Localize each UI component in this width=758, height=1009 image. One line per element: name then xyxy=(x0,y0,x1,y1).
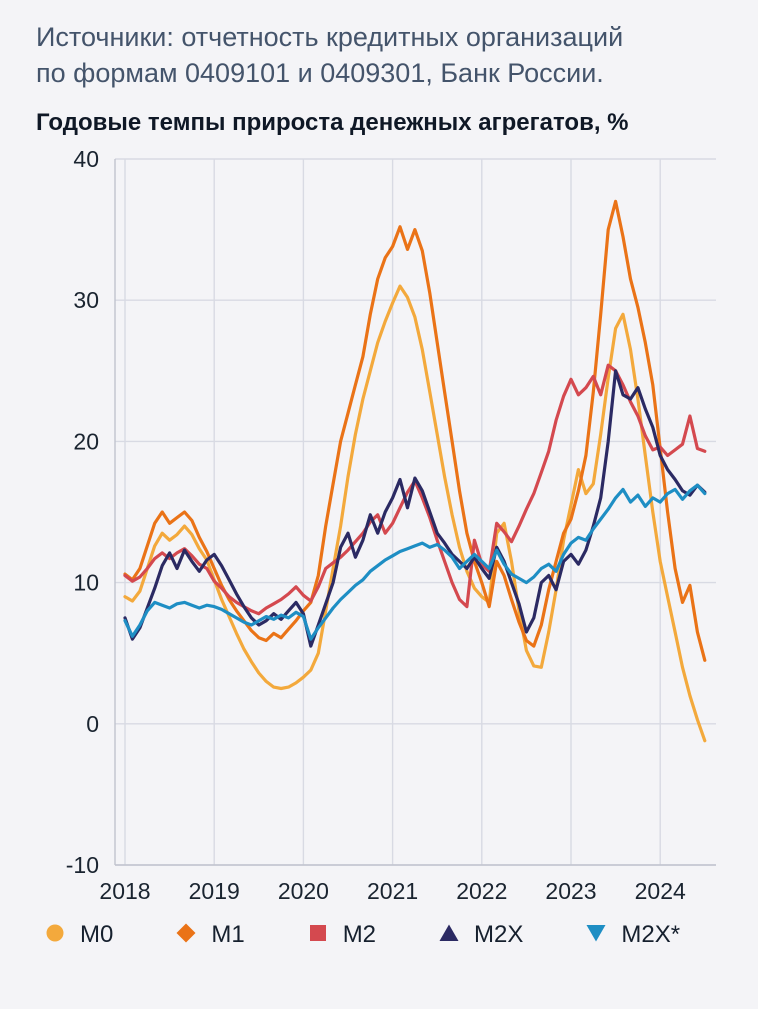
diamond-marker-icon xyxy=(175,922,197,949)
legend-item-м2х: М2Х xyxy=(438,921,523,949)
legend-label: М2Х* xyxy=(621,921,681,949)
square-marker-icon xyxy=(307,922,329,949)
x-tick-label: 2022 xyxy=(456,878,507,904)
source-note: Источники: отчетность кредитных организа… xyxy=(36,20,728,91)
x-tick-label: 2020 xyxy=(278,878,329,904)
legend-item-м0: М0 xyxy=(44,921,113,949)
legend-label: М1 xyxy=(211,921,245,949)
chart-figure: Источники: отчетность кредитных организа… xyxy=(0,20,758,949)
series-line-м2х xyxy=(123,369,707,648)
y-tick-label: 30 xyxy=(73,287,99,313)
triangle-up-marker-icon xyxy=(438,922,460,949)
legend-item-м1: М1 xyxy=(175,921,245,949)
x-tick-label: 2023 xyxy=(545,878,596,904)
legend-label: М2 xyxy=(342,921,377,949)
y-tick-label: -10 xyxy=(66,852,99,878)
circle-marker-icon xyxy=(44,922,66,949)
legend-item-м2: М2 xyxy=(307,921,376,949)
y-tick-label: 10 xyxy=(73,570,99,596)
x-tick-label: 2018 xyxy=(99,878,150,904)
source-note-line2: по формам 0409101 и 0409301, Банк России… xyxy=(36,57,604,88)
y-tick-label: 20 xyxy=(73,429,99,455)
series-line-м0 xyxy=(123,284,707,743)
source-note-line1: Источники: отчетность кредитных организа… xyxy=(36,22,624,52)
series-line-м1 xyxy=(123,200,707,663)
legend-label: М2Х xyxy=(474,921,524,949)
triangle-down-marker-icon xyxy=(585,922,607,949)
x-tick-label: 2019 xyxy=(189,878,240,904)
legend-label: М0 xyxy=(80,921,114,949)
series-line-м2 xyxy=(123,363,707,616)
chart-title: Годовые темпы прироста денежных агрегато… xyxy=(36,109,629,137)
series-line-м2х* xyxy=(123,483,707,641)
y-tick-label: 40 xyxy=(73,146,99,172)
x-tick-label: 2021 xyxy=(367,878,418,904)
x-tick-label: 2024 xyxy=(635,878,686,904)
y-tick-label: 0 xyxy=(86,711,99,737)
legend-item-м2х*: М2Х* xyxy=(585,921,680,949)
chart-legend: М0 М1 М2 М2Х М2Х* xyxy=(44,921,758,949)
